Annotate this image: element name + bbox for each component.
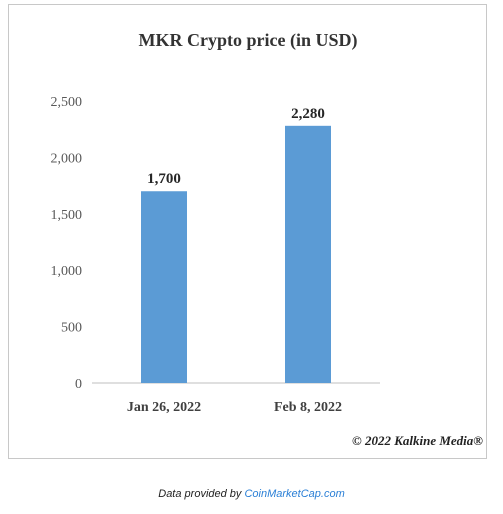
y-tick-label: 1,500 [51,208,83,223]
y-tick-label: 1,000 [51,264,83,279]
data-source-caption: Data provided by CoinMarketCap.com [0,488,503,500]
caption-prefix: Data provided by [158,488,245,500]
x-tick-label: Jan 26, 2022 [127,400,201,415]
x-tick-label: Feb 8, 2022 [274,400,342,415]
y-tick-label: 500 [61,321,82,336]
coinmarketcap-link[interactable]: CoinMarketCap.com [244,488,345,500]
bar [141,191,187,383]
chart-title: MKR Crypto price (in USD) [139,30,358,51]
bar [285,125,331,383]
bar-value-label: 1,700 [147,171,181,187]
watermark-text: © 2022 Kalkine Media® [352,433,483,448]
plot-area: 0 500 1,000 1,500 2,000 2,500 1,700 Jan 26, 202… [51,95,380,415]
chart: MKR Crypto price (in USD) 0 500 1,000 1,500… [51,30,484,448]
bar-value-label: 2,280 [291,106,325,122]
y-tick-label: 0 [75,377,82,392]
y-tick-label: 2,500 [51,95,83,110]
y-tick-label: 2,000 [51,151,83,166]
